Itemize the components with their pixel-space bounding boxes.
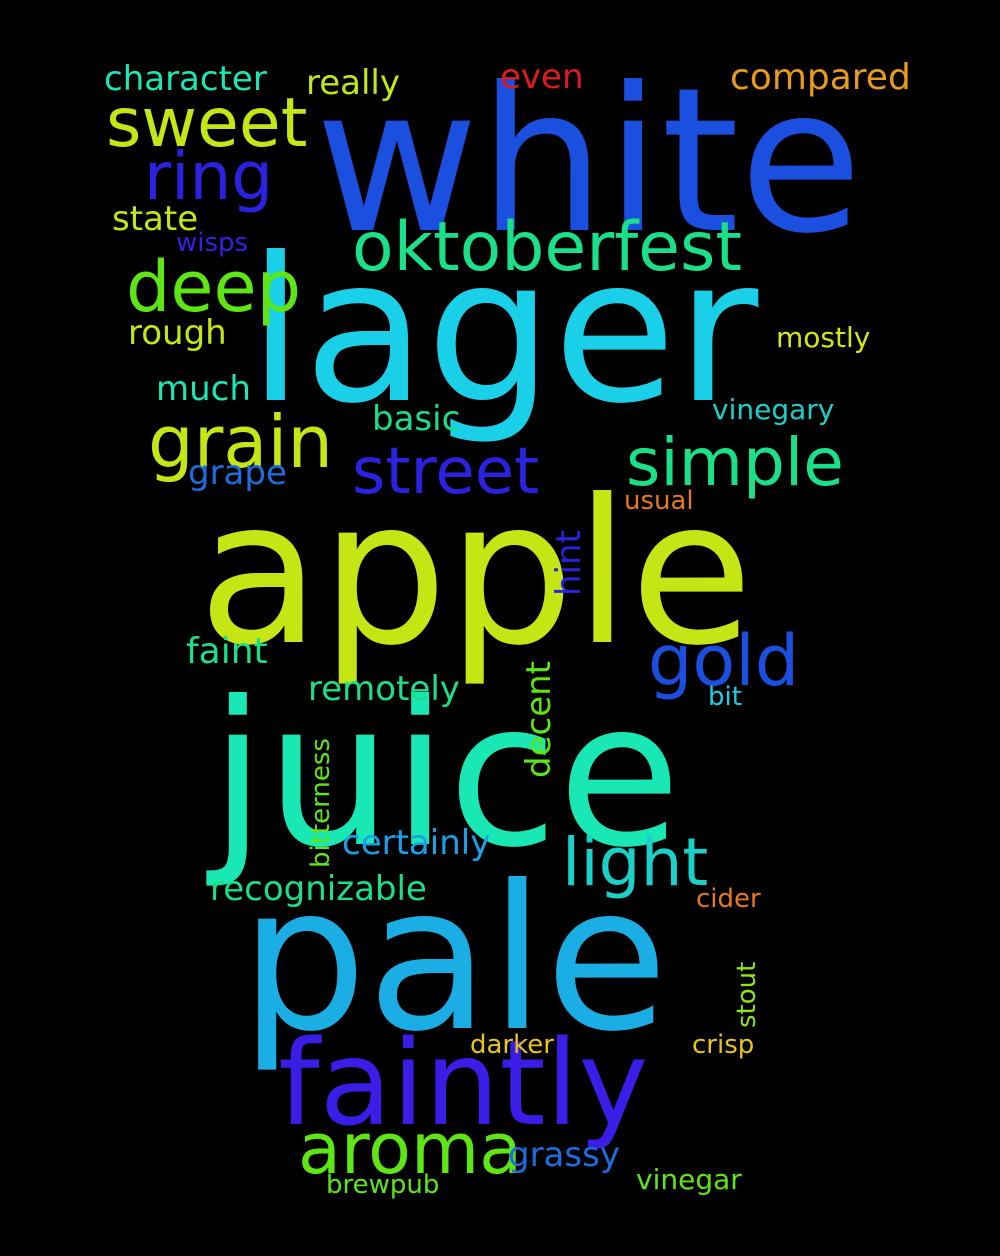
word-vinegary: vinegary <box>712 393 835 426</box>
word-mostly: mostly <box>776 321 871 354</box>
word-faint: faint <box>186 631 268 672</box>
word-usual: usual <box>624 486 694 516</box>
word-faintly: faintly <box>278 1014 649 1152</box>
word-ring: ring <box>144 138 274 215</box>
word-crisp: crisp <box>692 1030 755 1060</box>
word-light: light <box>562 824 709 901</box>
word-deep: deep <box>126 246 301 328</box>
word-wisps: wisps <box>176 228 249 258</box>
word-darker: darker <box>470 1030 554 1060</box>
word-character: character <box>104 59 267 99</box>
word-aroma: aroma <box>298 1108 523 1190</box>
word-basic: basic <box>372 399 461 439</box>
word-vinegar: vinegar <box>636 1163 742 1196</box>
word-gold: gold <box>648 620 800 702</box>
word-recognizable: recognizable <box>210 869 427 909</box>
word-juice: juice <box>210 659 681 892</box>
word-grassy: grassy <box>508 1135 620 1175</box>
word-really: really <box>306 63 400 103</box>
word-even: even <box>500 57 584 97</box>
word-certainly: certainly <box>342 823 491 863</box>
word-white: white <box>315 45 863 278</box>
word-street: street <box>352 435 540 509</box>
word-pale: pale <box>240 843 669 1076</box>
word-stout: stout <box>732 961 762 1028</box>
word-bitterness: bitterness <box>306 738 336 868</box>
word-oktoberfest: oktoberfest <box>352 208 743 287</box>
word-remotely: remotely <box>308 669 460 709</box>
word-sweet: sweet <box>106 84 308 163</box>
word-simple: simple <box>626 424 844 501</box>
word-cider: cider <box>696 884 761 914</box>
word-decent: decent <box>519 661 559 778</box>
word-apple: apple <box>198 457 754 690</box>
word-brewpub: brewpub <box>326 1170 440 1200</box>
word-rough: rough <box>128 313 227 353</box>
word-bit: bit <box>708 682 742 712</box>
word-state: state <box>112 199 199 239</box>
word-lager: lager <box>248 215 759 448</box>
word-grape: grape <box>188 453 287 493</box>
word-grain: grain <box>148 400 334 484</box>
word-hint: hint <box>549 530 589 596</box>
word-compared: compared <box>730 57 911 98</box>
word-much: much <box>156 369 251 409</box>
